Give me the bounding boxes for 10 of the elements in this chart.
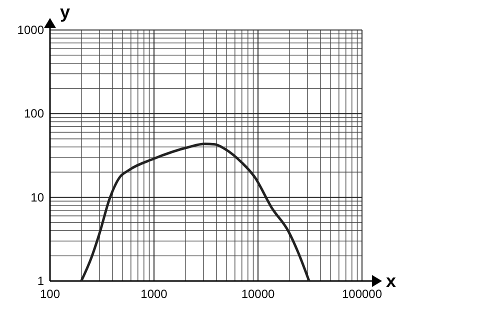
y-axis-title: y xyxy=(60,2,70,22)
y-tick-label: 10 xyxy=(30,190,44,204)
y-tick-label: 1 xyxy=(37,274,44,288)
y-tick-label: 100 xyxy=(24,106,44,121)
x-tick-label: 10000 xyxy=(241,287,276,301)
x-axis-title: x xyxy=(386,271,396,291)
x-tick-label: 100000 xyxy=(342,287,382,301)
y-tick-label: 1000 xyxy=(17,23,44,37)
x-tick-label: 1000 xyxy=(140,287,168,301)
x-tick-label: 100 xyxy=(40,287,60,301)
